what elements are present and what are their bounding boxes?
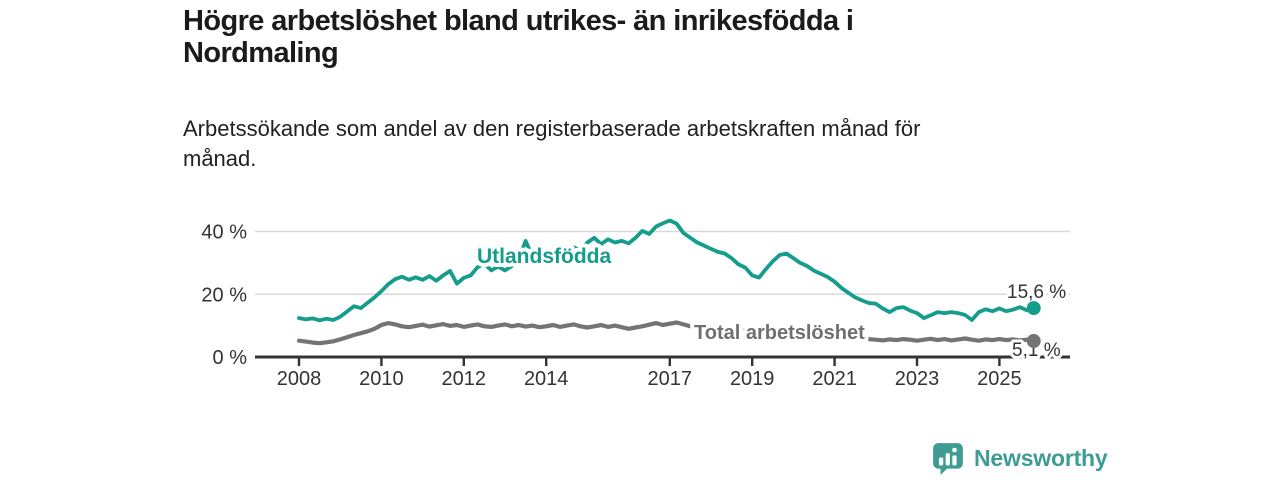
chart-title-line-1: Högre arbetslöshet bland utrikes- än inr… — [183, 5, 854, 37]
y-axis-labels: 0 % 20 % 40 % — [201, 222, 247, 370]
chart-title: Högre arbetslöshet bland utrikes- än inr… — [183, 5, 854, 69]
series-label-total-arbetsloshet: Total arbetslöshet — [694, 322, 865, 344]
x-tick-label: 2012 — [442, 368, 487, 390]
x-tick-label: 2025 — [977, 368, 1022, 390]
x-tick-label: 2019 — [730, 368, 775, 390]
newsworthy-bubble-chart-icon — [933, 443, 963, 475]
newsworthy-logo: Newsworthy — [931, 441, 1108, 475]
chart-title-line-2: Nordmaling — [183, 37, 339, 69]
end-dot-utlandsfodda — [1026, 301, 1041, 316]
x-axis-ticks — [297, 357, 1001, 366]
chart-subtitle: Arbetssökande som andel av den registerb… — [183, 114, 920, 174]
y-tick-label: 40 % — [201, 222, 247, 244]
y-tick-label: 20 % — [201, 284, 247, 306]
series-line-utlandsfodda — [297, 218, 1036, 323]
chart-subtitle-line-2: månad. — [183, 146, 257, 171]
x-tick-label: 2017 — [648, 368, 693, 390]
series-line-total-arbetsloshet — [296, 320, 1036, 346]
end-dot-total — [1026, 334, 1041, 348]
x-tick-label: 2021 — [812, 368, 857, 390]
series-label-utlandsfodda: Utlandsfödda — [477, 245, 611, 268]
x-axis-labels: 2008 2010 2012 2014 2017 2019 2021 2023 2025 — [277, 368, 1022, 390]
y-tick-label: 0 % — [213, 347, 248, 369]
x-tick-label: 2010 — [359, 368, 404, 390]
x-tick-label: 2008 — [277, 368, 322, 390]
x-tick-label: 2014 — [524, 368, 569, 390]
end-value-label-utlandsfodda: 15,6 % — [1007, 282, 1066, 303]
gridlines — [255, 230, 1070, 296]
chart-subtitle-line-1: Arbetssökande som andel av den registerb… — [183, 116, 921, 141]
x-tick-label: 2023 — [895, 368, 940, 390]
newsworthy-wordmark: Newsworthy — [974, 444, 1108, 471]
